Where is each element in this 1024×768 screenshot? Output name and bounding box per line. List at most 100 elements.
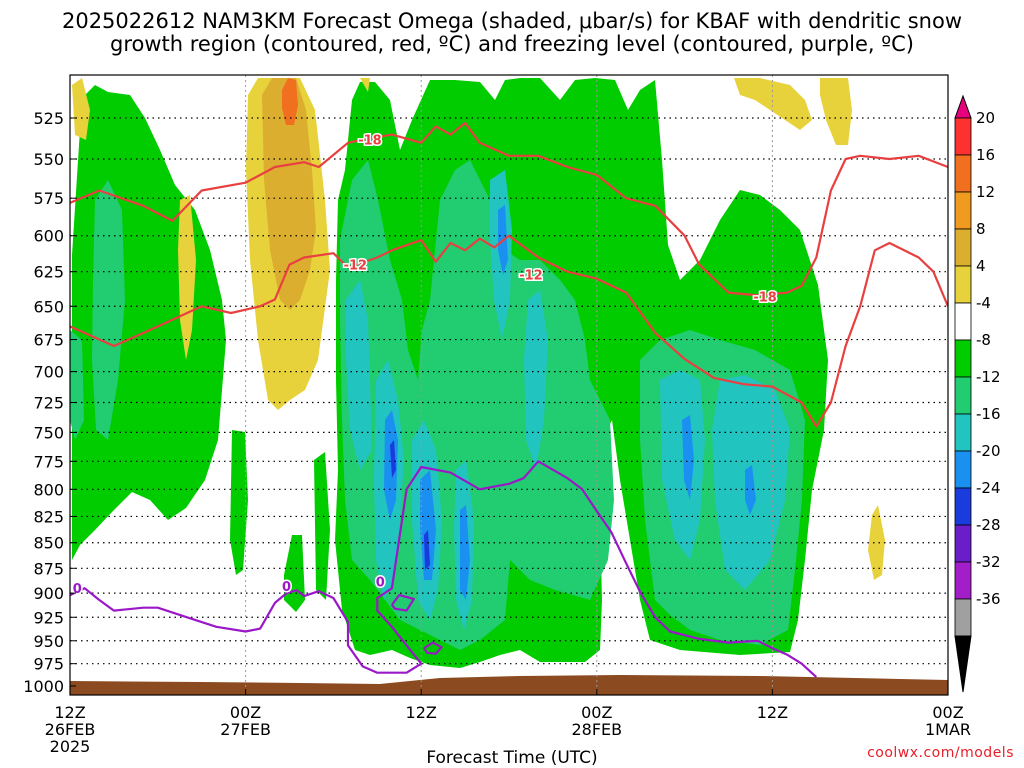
colorbar-label: 16 [976, 146, 995, 164]
colorbar-top-arrow [954, 94, 972, 119]
y-tick-label: 725 [33, 394, 64, 413]
omega-shade-minus16 [745, 465, 756, 515]
y-tick-label: 900 [33, 584, 64, 603]
colorbar-swatch [954, 302, 972, 341]
omega-shade-minus20 [424, 530, 430, 570]
omega-shade-minus16 [460, 505, 470, 600]
contour-label: -18 [358, 134, 382, 149]
colorbar-label: -24 [976, 479, 1001, 497]
colorbar-label: -28 [976, 516, 1001, 534]
freezing-level-contour [423, 641, 443, 655]
omega-shade-plus4 [868, 505, 885, 580]
x-tick-label: 00Z [581, 703, 612, 722]
omega-shade-plus12 [282, 78, 298, 125]
y-tick-label: 950 [33, 632, 64, 651]
omega-shade-minus8 [92, 180, 125, 440]
colorbar-swatch [954, 117, 972, 156]
site-credit: coolwx.com/models [867, 745, 1014, 761]
y-tick-label: 525 [33, 109, 64, 128]
colorbar-swatch [954, 191, 972, 230]
colorbar-label: 20 [976, 109, 995, 127]
x-tick-label: 1MAR [925, 720, 971, 739]
dgz-isotherm-contour [70, 121, 948, 297]
dgz-isotherm-contour [70, 234, 948, 428]
x-tick-label: 12Z [406, 703, 437, 722]
x-tick-label: 26FEB [45, 720, 96, 739]
omega-shade-minus8 [340, 160, 614, 650]
colorbar-label: -36 [976, 590, 1001, 608]
y-tick-label: 800 [33, 480, 64, 499]
y-tick-label: 600 [33, 227, 64, 246]
colorbar-swatch [954, 450, 972, 489]
omega-shade-minus12 [524, 290, 548, 470]
chart-title-line2: growth region (contoured, red, ºC) and f… [110, 32, 914, 56]
freezing-level-contour [70, 460, 818, 678]
colorbar-label: -4 [976, 294, 991, 312]
y-tick-label: 550 [33, 150, 64, 169]
omega-shade-minus16 [682, 415, 694, 500]
contour-label: 0 [376, 575, 385, 590]
colorbar-swatch [954, 265, 972, 304]
contour-label: 0 [73, 582, 82, 597]
colorbar-swatch [954, 524, 972, 563]
y-tick-label: 925 [33, 608, 64, 627]
omega-shade-minus20 [390, 440, 396, 478]
y-tick-label: 700 [33, 363, 64, 382]
colorbar-swatch [954, 598, 972, 637]
colorbar-swatch [954, 376, 972, 415]
y-tick-label: 850 [33, 534, 64, 553]
x-tick-label: 00Z [932, 703, 963, 722]
y-tick-label: 650 [33, 297, 64, 316]
colorbar-swatch [954, 561, 972, 600]
omega-shade-plus4 [72, 78, 90, 140]
colorbar-swatch [954, 487, 972, 526]
omega-shade-minus12 [660, 370, 705, 560]
x-tick-label: 12Z [757, 703, 788, 722]
contour-label: -18 [753, 291, 777, 306]
x-tick-label: 00Z [230, 703, 261, 722]
colorbar-bottom-arrow [954, 635, 972, 693]
colorbar-swatch [954, 228, 972, 267]
omega-shade-plus4 [820, 78, 852, 145]
colorbar-label: -16 [976, 405, 1001, 423]
y-tick-label: 750 [33, 423, 64, 442]
colorbar-label: -8 [976, 331, 991, 349]
terrain-ground [70, 675, 948, 695]
y-tick-label: 975 [33, 655, 64, 674]
colorbar-swatch [954, 339, 972, 378]
colorbar-swatch [954, 413, 972, 452]
chart-title-line1: 2025022612 NAM3KM Forecast Omega (shaded… [61, 9, 963, 33]
x-tick-label: 12Z [54, 703, 85, 722]
x-tick-label: 2025 [50, 737, 91, 756]
x-tick-label: 27FEB [220, 720, 271, 739]
colorbar-label: 4 [976, 257, 986, 275]
colorbar-label: -12 [976, 368, 1001, 386]
colorbar-swatch [954, 154, 972, 193]
omega-shade-minus8 [70, 330, 84, 440]
contour-label: -12 [519, 269, 543, 284]
omega-shade-plus8 [262, 78, 316, 310]
y-tick-label: 825 [33, 507, 64, 526]
colorbar-label: -20 [976, 442, 1001, 460]
omega-shade-minus16 [420, 470, 436, 580]
y-tick-label: 575 [33, 189, 64, 208]
omega-shade-plus4 [734, 78, 812, 130]
freezing-level-contour [391, 594, 415, 612]
colorbar-label: 8 [976, 220, 986, 238]
y-tick-label: 675 [33, 331, 64, 350]
y-tick-label: 875 [33, 559, 64, 578]
omega-shade-minus16 [384, 410, 398, 520]
contour-label: 0 [282, 580, 291, 595]
omega-shade-minus4 [230, 430, 248, 575]
omega-shade-minus12 [346, 280, 372, 470]
x-axis-label: Forecast Time (UTC) [426, 748, 598, 768]
contour-label: -12 [344, 259, 368, 274]
y-tick-label: 775 [33, 452, 64, 471]
plot-frame [69, 74, 949, 696]
colorbar-label: -32 [976, 553, 1001, 571]
y-tick-label: 1000 [23, 677, 64, 696]
x-tick-label: 28FEB [571, 720, 622, 739]
colorbar-label: 12 [976, 183, 995, 201]
omega-shade-plus4 [360, 78, 370, 92]
